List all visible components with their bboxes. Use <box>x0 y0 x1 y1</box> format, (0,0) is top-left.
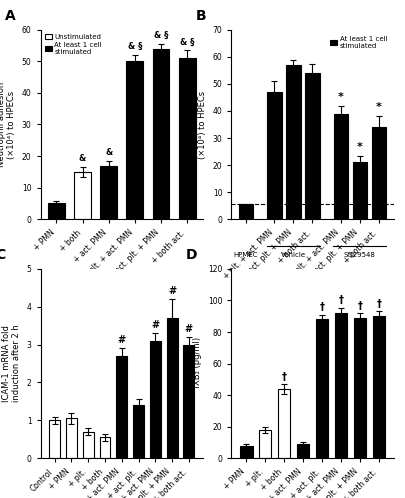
Legend: At least 1 cell
stimulated: At least 1 cell stimulated <box>327 33 389 52</box>
Y-axis label: Neutrophil adhesion
(×10⁴) to HPECs: Neutrophil adhesion (×10⁴) to HPECs <box>0 82 16 167</box>
Text: #: # <box>151 320 159 330</box>
Bar <box>152 49 169 219</box>
Bar <box>238 204 252 219</box>
Bar <box>333 114 347 219</box>
Text: *: * <box>337 92 343 102</box>
Bar <box>99 437 110 458</box>
Text: #: # <box>168 286 176 296</box>
Bar <box>49 420 60 458</box>
Bar <box>372 316 384 458</box>
Bar <box>286 65 300 219</box>
Text: †: † <box>357 301 362 311</box>
Bar <box>305 73 319 219</box>
Text: & §: & § <box>179 37 194 47</box>
Y-axis label: ICAM-1 mRNA fold
induction after 2 h: ICAM-1 mRNA fold induction after 2 h <box>2 325 21 402</box>
Text: HPMEC: HPMEC <box>233 251 258 257</box>
Bar <box>74 172 91 219</box>
Bar <box>296 444 309 458</box>
Bar <box>240 446 252 458</box>
Text: #: # <box>184 324 192 334</box>
Text: Vehicle: Vehicle <box>280 251 305 257</box>
Text: & §: & § <box>127 42 142 51</box>
Text: B: B <box>195 9 206 23</box>
Bar <box>48 203 65 219</box>
Bar <box>352 162 366 219</box>
Text: †: † <box>375 299 380 309</box>
Text: †: † <box>281 372 286 381</box>
Bar <box>66 418 77 458</box>
Legend: Unstimulated, At least 1 cell
stimulated: Unstimulated, At least 1 cell stimulated <box>44 33 102 56</box>
Bar <box>126 61 143 219</box>
Bar <box>178 58 195 219</box>
Bar <box>166 318 177 458</box>
Bar <box>353 318 365 458</box>
Text: & §: & § <box>153 31 168 40</box>
Bar <box>149 341 160 458</box>
Text: D: D <box>185 249 197 262</box>
Y-axis label: TXB₂ (pg/ml): TXB₂ (pg/ml) <box>193 337 202 390</box>
Text: †: † <box>338 295 343 305</box>
Bar <box>315 319 327 458</box>
Text: *: * <box>356 141 362 151</box>
Bar <box>100 165 117 219</box>
Text: *: * <box>375 102 381 113</box>
Bar <box>277 389 290 458</box>
Bar <box>258 430 271 458</box>
Bar <box>183 345 194 458</box>
Y-axis label: Neutrophil adhesion
(×10⁴) to HPECs: Neutrophil adhesion (×10⁴) to HPECs <box>187 82 207 167</box>
Text: A: A <box>5 9 15 23</box>
Bar <box>83 432 94 458</box>
Text: †: † <box>319 302 324 312</box>
Text: SQ29548: SQ29548 <box>343 251 375 257</box>
Text: &: & <box>105 148 112 157</box>
Text: &: & <box>79 154 86 163</box>
Bar <box>266 92 281 219</box>
Bar <box>371 127 385 219</box>
Bar <box>116 356 127 458</box>
Text: C: C <box>0 249 5 262</box>
Text: #: # <box>117 335 126 346</box>
Bar <box>133 405 144 458</box>
Bar <box>334 313 346 458</box>
